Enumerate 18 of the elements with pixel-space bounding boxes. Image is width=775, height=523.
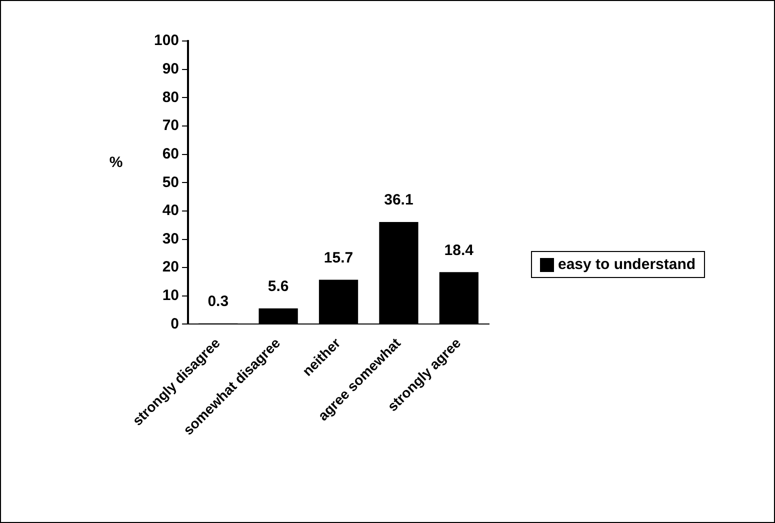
y-tick-label: 0 [170,315,180,332]
data-label: 5.6 [268,278,289,296]
y-tick-label: 100 [154,32,180,50]
y-axis-title: % [109,154,123,171]
y-tick-label: 10 [162,287,180,304]
y-tick-label: 60 [162,145,180,162]
legend-label: easy to understand [558,256,696,273]
y-tick-label: 70 [162,117,180,134]
y-tick-label: 80 [162,88,180,106]
y-tick-label: 40 [162,202,180,220]
y-tick-label: 30 [162,230,180,248]
data-label: 15.7 [324,249,354,266]
y-tick-label: 50 [162,174,180,191]
y-tick-label: 90 [162,60,180,78]
y-tick-label: 20 [162,258,180,276]
data-label: 36.1 [384,192,414,209]
data-label: 18.4 [444,242,474,259]
data-label: 0.3 [208,293,229,310]
